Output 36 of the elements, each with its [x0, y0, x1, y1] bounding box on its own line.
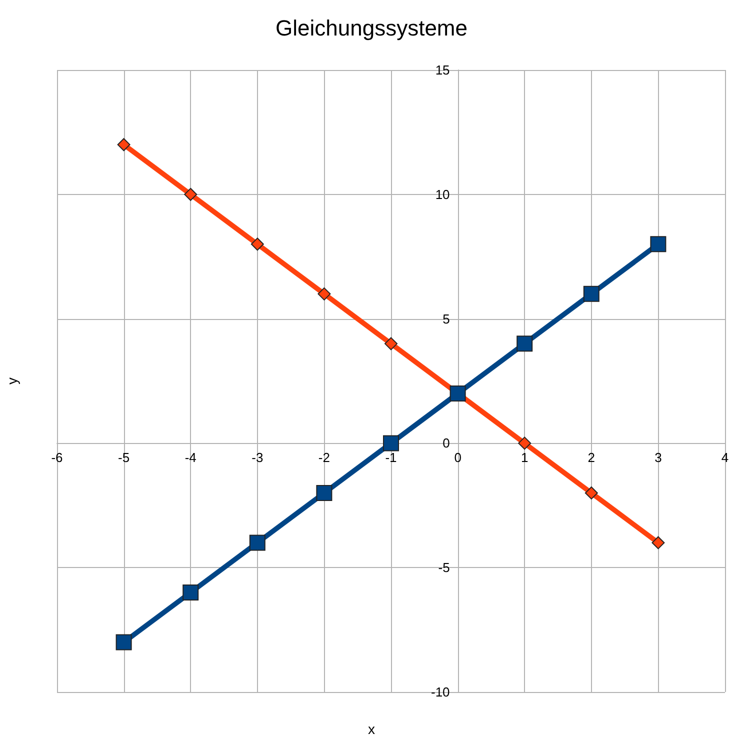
point: [316, 484, 332, 501]
chart-title: Gleichungssysteme: [276, 16, 468, 40]
point: [117, 138, 130, 152]
point: [584, 486, 598, 500]
x-tick-label: -6: [51, 450, 63, 466]
x-tick-label: 0: [454, 450, 462, 466]
point: [182, 584, 199, 600]
y-tick-label: 5: [442, 311, 450, 326]
point: [518, 436, 532, 450]
point: [516, 336, 533, 352]
point: [184, 188, 198, 201]
point: [383, 435, 399, 452]
x-tick-label: -2: [318, 450, 330, 466]
y-tick-label: 10: [435, 186, 450, 202]
x-tick-label: -5: [118, 450, 130, 466]
x-axis-title: x: [368, 721, 375, 737]
x-tick-label: 2: [588, 450, 596, 466]
point: [318, 287, 331, 300]
point: [116, 634, 132, 650]
x-tick-label: -1: [385, 450, 397, 466]
y-tick-label: -5: [438, 560, 450, 576]
y-tick-label: 15: [435, 62, 450, 78]
y-tick-label: 0: [442, 436, 450, 451]
x-tick-label: 3: [654, 450, 662, 466]
x-tick-label: 1: [520, 450, 528, 466]
point: [652, 536, 665, 550]
x-tick-label: -3: [252, 450, 264, 466]
x-tick-label: 4: [721, 450, 729, 466]
point: [650, 236, 666, 252]
point: [583, 286, 600, 302]
point: [250, 238, 264, 251]
y-tick-label: -10: [431, 684, 450, 700]
x-tick-label: -4: [184, 450, 196, 466]
y-axis-title: y: [4, 378, 20, 384]
point: [249, 534, 266, 551]
point: [384, 337, 398, 350]
